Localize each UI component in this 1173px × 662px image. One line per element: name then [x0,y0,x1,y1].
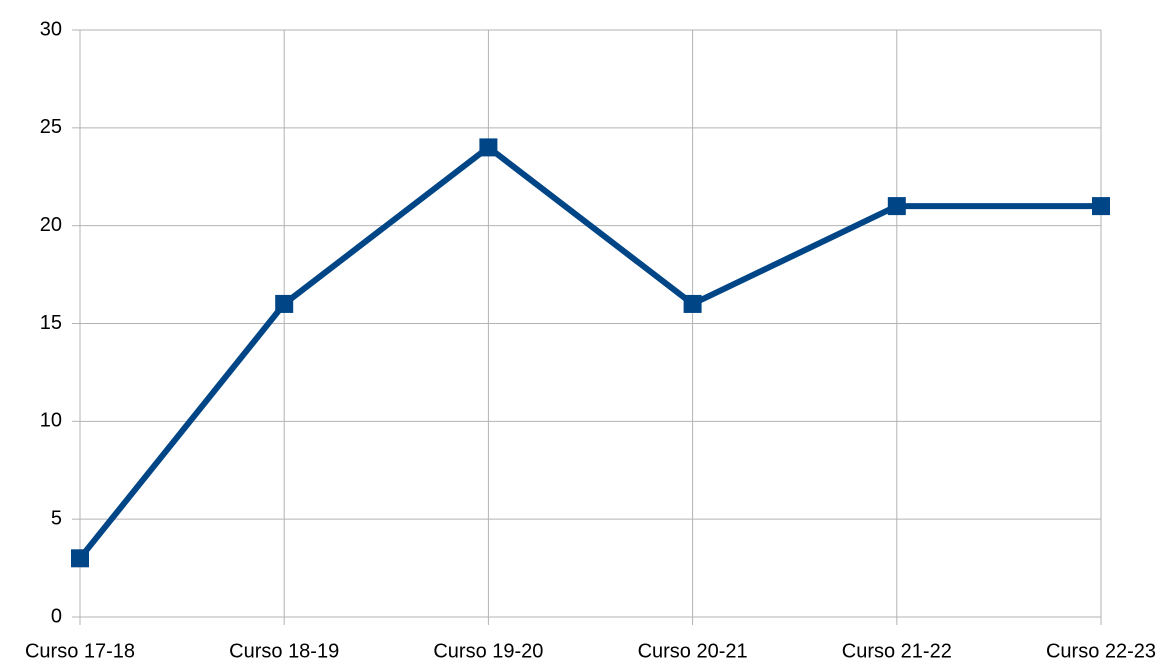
y-tick-label: 5 [51,507,62,529]
x-tick-label: Curso 19-20 [433,640,543,662]
data-point [683,294,702,313]
y-tick-label: 30 [40,18,62,40]
x-tick-label: Curso 18-19 [229,640,339,662]
data-point [275,294,294,313]
data-line [77,144,1101,561]
y-tick-label: 25 [40,116,62,138]
y-tick-label: 0 [51,605,62,627]
data-point [887,197,906,216]
data-point [71,549,89,568]
x-tick-label: Curso 17-18 [25,640,135,662]
y-tick-label: 10 [40,410,62,432]
data-point [1092,197,1110,216]
x-tick-label: Curso 20-21 [638,640,748,662]
y-tick-label: 20 [40,214,62,236]
y-tick-label: 15 [40,312,62,334]
x-tick-label: Curso 22-23 [1046,640,1156,662]
data-point [479,138,498,157]
x-tick-label: Curso 21-22 [842,640,952,662]
